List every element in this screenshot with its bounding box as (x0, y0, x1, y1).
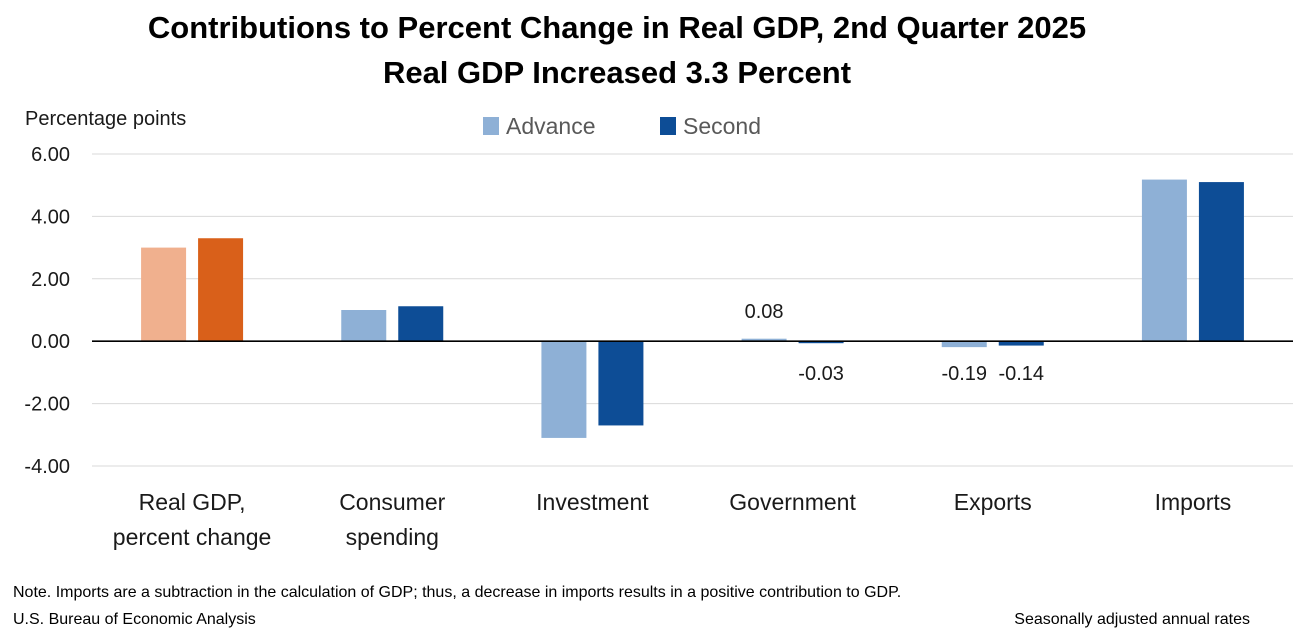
bar-second-4 (998, 341, 1044, 346)
legend: Advance Second (483, 113, 761, 139)
y-tick-label: -2.00 (24, 394, 70, 416)
legend-swatch-advance (483, 117, 499, 135)
source-credit: U.S. Bureau of Economic Analysis (13, 611, 256, 628)
legend-label-advance: Advance (506, 113, 596, 139)
y-tick-label: 0.00 (31, 331, 70, 353)
bar-advance-1 (341, 310, 387, 342)
bar-advance-5 (1141, 179, 1187, 342)
chart-subtitle: Real GDP Increased 3.3 Percent (383, 55, 851, 90)
category-label: Investment (536, 489, 649, 515)
category-label: percent change (113, 524, 272, 550)
bar-advance-0 (141, 247, 187, 342)
legend-label-second: Second (683, 113, 761, 139)
footnote: Note. Imports are a subtraction in the c… (13, 584, 901, 601)
category-labels: Real GDP, percent change Consumer spending I… (113, 489, 1231, 550)
data-label: -0.03 (798, 363, 844, 385)
data-label: -0.19 (941, 363, 987, 385)
data-labels: 0.08 -0.03 -0.19 -0.14 (745, 301, 1044, 385)
category-label: Imports (1155, 489, 1232, 515)
y-tick-label: 2.00 (31, 269, 70, 291)
category-label: Real GDP, (139, 489, 246, 515)
bar-second-1 (398, 306, 444, 342)
bars (141, 179, 1244, 438)
chart-title: Contributions to Percent Change in Real … (148, 10, 1086, 45)
y-axis-ticks: 6.00 4.00 2.00 0.00 -2.00 -4.00 (24, 144, 70, 478)
y-axis-label: Percentage points (25, 108, 186, 130)
bar-second-0 (198, 238, 244, 342)
bar-second-2 (598, 341, 644, 426)
category-label: Consumer (339, 489, 445, 515)
bar-second-3 (798, 341, 844, 344)
y-tick-label: 4.00 (31, 206, 70, 228)
bar-advance-4 (941, 341, 987, 348)
data-label: 0.08 (745, 301, 784, 323)
y-tick-label: -4.00 (24, 456, 70, 478)
category-label: Government (729, 489, 856, 515)
category-label: spending (346, 524, 439, 550)
rates-note: Seasonally adjusted annual rates (1014, 611, 1250, 628)
bar-second-5 (1198, 182, 1244, 342)
data-label: -0.14 (998, 363, 1044, 385)
legend-swatch-second (660, 117, 676, 135)
bar-advance-2 (541, 341, 587, 438)
y-tick-label: 6.00 (31, 144, 70, 166)
gridlines (92, 153, 1293, 467)
category-label: Exports (954, 489, 1032, 515)
bar-advance-3 (741, 338, 787, 342)
